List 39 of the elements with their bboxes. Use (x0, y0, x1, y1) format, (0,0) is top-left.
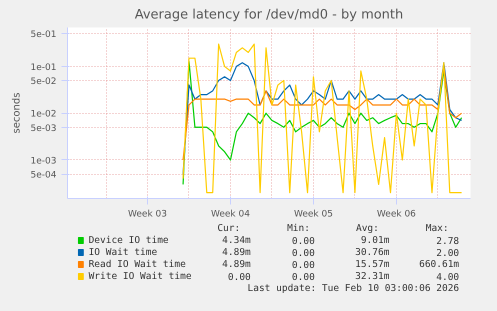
text: Cur: (217, 223, 240, 234)
y-tick-label: 5e-02 (30, 77, 57, 88)
x-tick-label: Week 04 (210, 210, 250, 220)
legend-label: IO Wait time (88, 247, 158, 258)
chart-title: Average latency for /dev/md0 - by month (134, 8, 404, 22)
text: 32.31m (355, 271, 390, 282)
x-tick-label: Week 06 (376, 210, 416, 220)
y-tick-label: 5e-04 (30, 170, 57, 181)
text: 0.00 (228, 272, 252, 283)
text: 4.34m (222, 235, 252, 246)
text: 0.00 (292, 272, 316, 283)
y-axis-title: seconds (12, 92, 23, 134)
text: 4.00 (436, 272, 460, 283)
y-tick-label: 5e-01 (30, 30, 57, 40)
legend-label: Read IO Wait time (88, 259, 186, 270)
line-series (182, 44, 462, 194)
legend-label: Write IO Wait time (88, 271, 192, 282)
x-tick-label: Week 03 (128, 210, 168, 220)
text: Min: (287, 223, 310, 234)
y-tick-label: 1e-02 (30, 110, 57, 120)
text: Avg: (356, 223, 379, 234)
y-tick-label: 5e-03 (30, 124, 57, 134)
text: 0.00 (292, 236, 316, 247)
text: 0.00 (292, 248, 316, 259)
text: 4.89m (222, 259, 252, 270)
y-tick-label: 1e-03 (30, 156, 57, 166)
text: Max: (426, 223, 449, 234)
text: 4.89m (222, 247, 252, 258)
text: 9.01m (360, 235, 390, 246)
text: 2.00 (436, 248, 460, 259)
legend-label: Device IO time (88, 235, 169, 246)
text: 660.61m (419, 259, 460, 270)
text: 30.76m (355, 247, 390, 258)
text: 0.00 (292, 260, 316, 271)
text: 15.57m (355, 259, 390, 270)
text: Last update: Tue Feb 10 03:00:06 2026 (248, 283, 460, 294)
text: 2.78 (436, 236, 460, 247)
y-tick-label: 1e-01 (30, 62, 57, 73)
x-tick-label: Week 05 (294, 210, 333, 220)
